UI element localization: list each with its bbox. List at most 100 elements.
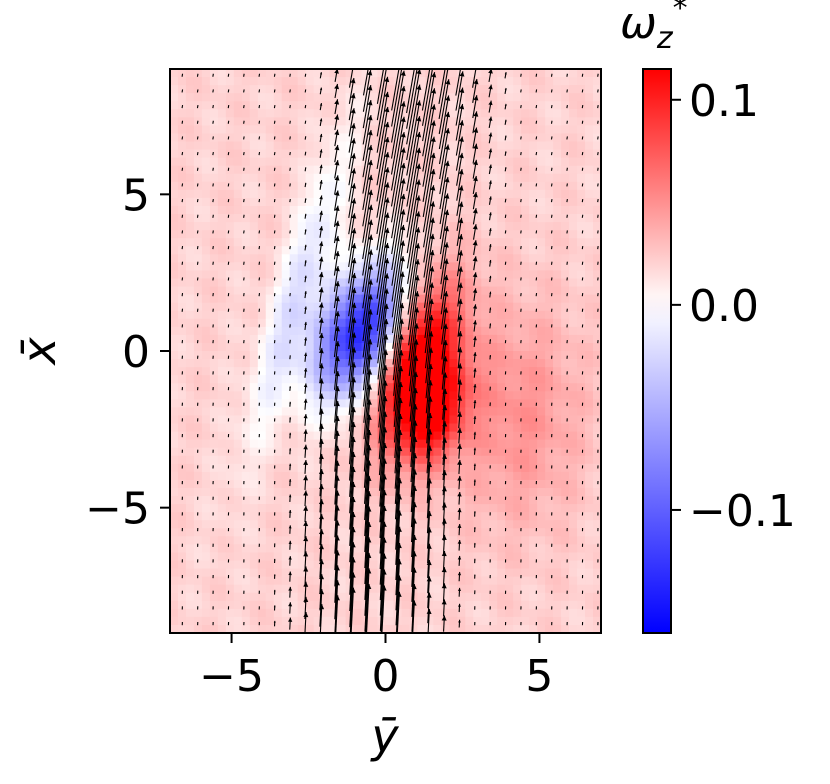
heatmap-cell (521, 262, 530, 271)
heatmap-cell (186, 399, 195, 408)
heatmap-cell (338, 174, 347, 183)
heatmap-cell (234, 214, 243, 223)
heatmap-cell (282, 182, 291, 191)
heatmap-cell (585, 577, 594, 586)
heatmap-cell (569, 238, 578, 247)
heatmap-cell (505, 536, 514, 545)
heatmap-cell (449, 609, 458, 618)
heatmap-cell (242, 238, 251, 247)
heatmap-cell (417, 544, 426, 553)
heatmap-cell (266, 295, 275, 304)
heatmap-cell (433, 544, 442, 553)
heatmap-cell (354, 174, 363, 183)
heatmap-cell (210, 69, 219, 78)
heatmap-cell (401, 617, 410, 626)
heatmap-cell (242, 327, 251, 336)
heatmap-cell (489, 520, 498, 529)
heatmap-cell (306, 359, 315, 368)
heatmap-cell (449, 552, 458, 561)
heatmap-cell (386, 617, 395, 626)
heatmap-cell (521, 101, 530, 110)
heatmap-cell (497, 254, 506, 263)
heatmap-cell (210, 577, 219, 586)
heatmap-cell (417, 577, 426, 586)
heatmap-cell (194, 359, 203, 368)
heatmap-cell (537, 142, 546, 151)
heatmap-cell (250, 407, 259, 416)
heatmap-cell (306, 303, 315, 312)
heatmap-cell (314, 77, 323, 86)
heatmap-cell (497, 601, 506, 610)
heatmap-cell (553, 270, 562, 279)
heatmap-cell (202, 343, 211, 352)
heatmap-cell (226, 270, 235, 279)
heatmap-cell (569, 617, 578, 626)
heatmap-cell (433, 448, 442, 457)
heatmap-cell (537, 585, 546, 594)
heatmap-cell (242, 125, 251, 134)
heatmap-cell (210, 351, 219, 360)
heatmap-cell (505, 270, 514, 279)
heatmap-cell (449, 254, 458, 263)
heatmap-cell (274, 77, 283, 86)
heatmap-cell (561, 287, 570, 296)
heatmap-cell (465, 190, 474, 199)
heatmap-cell (433, 456, 442, 465)
heatmap-cell (545, 77, 554, 86)
heatmap-cell (386, 391, 395, 400)
heatmap-cell (226, 303, 235, 312)
heatmap-cell (234, 246, 243, 255)
heatmap-cell (210, 327, 219, 336)
heatmap-cell (481, 150, 490, 159)
heatmap-cell (322, 117, 331, 126)
heatmap-cell (505, 407, 514, 416)
heatmap-cell (306, 158, 315, 167)
heatmap-cell (266, 142, 275, 151)
heatmap-cell (481, 464, 490, 473)
heatmap-cell (545, 343, 554, 352)
quiver-arrow (197, 152, 198, 155)
heatmap-cell (202, 109, 211, 118)
heatmap-cell (449, 488, 458, 497)
heatmap-cell (497, 133, 506, 142)
heatmap-cell (505, 601, 514, 610)
heatmap-cell (298, 190, 307, 199)
heatmap-cell (170, 601, 179, 610)
heatmap-cell (170, 125, 179, 134)
heatmap-cell (521, 150, 530, 159)
heatmap-cell (282, 609, 291, 618)
heatmap-cell (505, 117, 514, 126)
heatmap-cell (250, 415, 259, 424)
heatmap-cell (290, 77, 299, 86)
heatmap-cell (354, 190, 363, 199)
heatmap-cell (194, 407, 203, 416)
heatmap-cell (266, 560, 275, 569)
heatmap-cell (569, 125, 578, 134)
heatmap-cell (417, 488, 426, 497)
heatmap-cell (186, 560, 195, 569)
heatmap-cell (401, 407, 410, 416)
heatmap-cell (465, 488, 474, 497)
heatmap-cell (553, 311, 562, 320)
heatmap-cell (585, 496, 594, 505)
heatmap-cell (218, 343, 227, 352)
heatmap-cell (338, 93, 347, 102)
heatmap-cell (178, 472, 187, 481)
heatmap-cell (306, 206, 315, 215)
heatmap-cell (417, 359, 426, 368)
heatmap-cell (290, 198, 299, 207)
heatmap-cell (194, 142, 203, 151)
heatmap-cell (553, 117, 562, 126)
heatmap-cell (465, 158, 474, 167)
heatmap-cell (585, 432, 594, 441)
heatmap-cell (561, 536, 570, 545)
heatmap-cell (513, 198, 522, 207)
heatmap-cell (553, 440, 562, 449)
heatmap-cell (449, 311, 458, 320)
heatmap-cell (401, 609, 410, 618)
heatmap-cell (417, 560, 426, 569)
heatmap-cell (210, 593, 219, 602)
heatmap-cell (194, 182, 203, 191)
heatmap-cell (226, 311, 235, 320)
heatmap-cell (194, 424, 203, 433)
